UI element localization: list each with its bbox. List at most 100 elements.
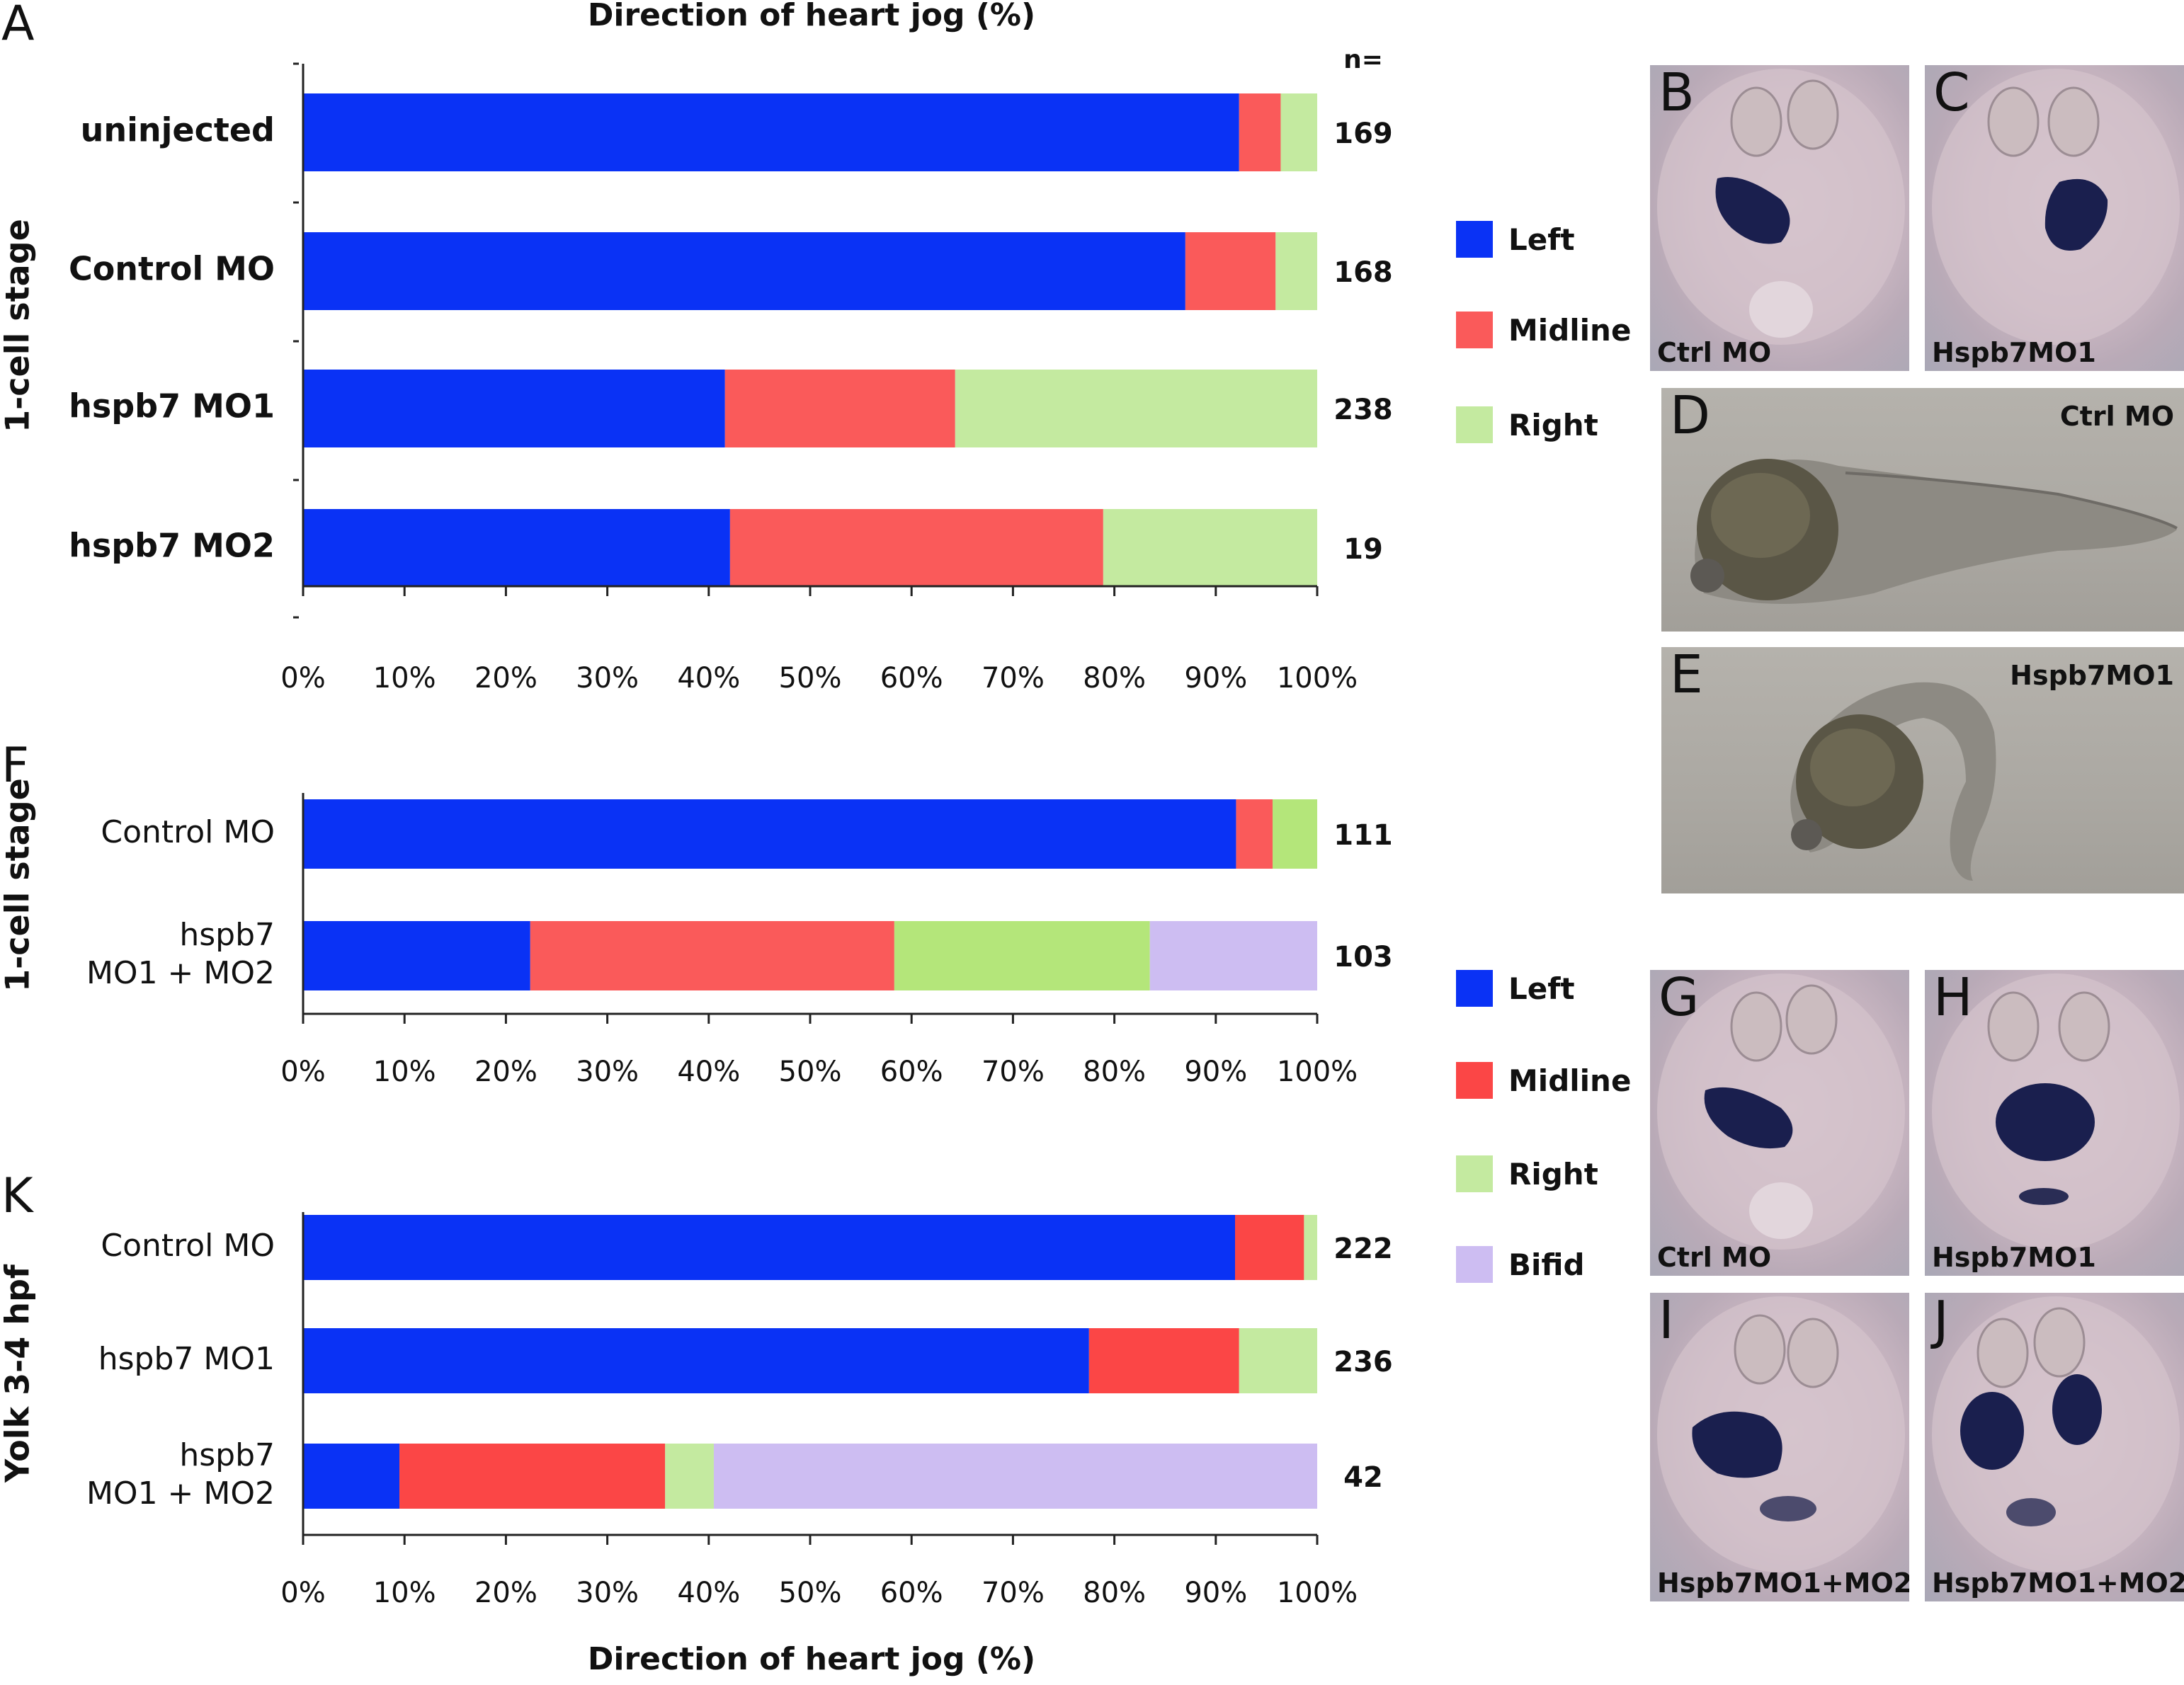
- x-tick-label: 80%: [1083, 1577, 1146, 1609]
- photo-j: J Hspb7MO1+MO2: [1925, 1293, 2184, 1601]
- photo-caption-d: Ctrl MO: [2059, 401, 2174, 432]
- n-value: 169: [1333, 118, 1393, 150]
- x-tick-label: 50%: [779, 662, 842, 695]
- legend-swatch-right: [1456, 1155, 1493, 1192]
- photo-caption-j: Hspb7MO1+MO2: [1932, 1567, 2184, 1599]
- legend-item-midline: Midline: [1456, 1062, 1631, 1099]
- bar-segment-right: [1280, 93, 1317, 171]
- n-value: 238: [1333, 394, 1393, 426]
- legend-swatch-right: [1456, 406, 1493, 443]
- bar-segment-left: [303, 1444, 400, 1509]
- x-tick-label: 90%: [1184, 1577, 1247, 1609]
- x-tick-label: 10%: [373, 662, 436, 695]
- legend-label-right: Right: [1508, 407, 1598, 442]
- chart-title: Direction of heart jog (%): [588, 0, 1035, 33]
- photo-letter-j: J: [1933, 1293, 1949, 1351]
- bar-segment-right: [1239, 1328, 1317, 1393]
- x-tick-label: 0%: [280, 1577, 325, 1609]
- x-tick-label: 90%: [1184, 662, 1247, 695]
- photo-caption-i: Hspb7MO1+MO2: [1657, 1567, 1909, 1599]
- panel-label-k: K: [1, 1168, 33, 1224]
- embryo-lateral-image: [1690, 459, 2178, 604]
- legend-swatch-left: [1456, 970, 1493, 1007]
- bar-segment-left: [303, 509, 730, 587]
- bar-segment-midline: [399, 1444, 666, 1509]
- x-tick-label: 10%: [373, 1577, 436, 1609]
- x-tick-label: 70%: [982, 1056, 1045, 1088]
- x-tick-label: 0%: [280, 662, 325, 695]
- photo-e: E Hspb7MO1: [1661, 647, 2184, 893]
- embryo-dorsal-image: [1657, 69, 1905, 345]
- bar-segment-midline: [1185, 232, 1276, 310]
- bar-segment-right: [955, 370, 1317, 447]
- x-tick-label: 30%: [576, 662, 639, 695]
- legend-label-right: Right: [1508, 1156, 1598, 1192]
- bar-segment-right: [1275, 232, 1317, 310]
- category-label: uninjected: [81, 111, 275, 149]
- photo-letter-e: E: [1670, 647, 1703, 705]
- bar-segment-midline: [729, 509, 1103, 587]
- legend-label-left: Left: [1508, 971, 1575, 1006]
- n-value: 222: [1333, 1233, 1393, 1265]
- photo-letter-c: C: [1933, 65, 1970, 123]
- embryo-dorsal-image: [1932, 973, 2180, 1250]
- legend-label-midline: Midline: [1508, 1063, 1632, 1098]
- category-label: MO1 + MO2: [86, 955, 275, 991]
- photo-i: I Hspb7MO1+MO2: [1650, 1293, 1909, 1601]
- photo-h: H Hspb7MO1: [1925, 970, 2184, 1276]
- y-axis-label: Yolk 3-4 hpf: [0, 1264, 37, 1483]
- x-tick-label: 60%: [880, 1577, 943, 1609]
- bar-segment-left: [303, 1328, 1089, 1393]
- bar-segment-midline: [1239, 93, 1281, 171]
- x-tick-label: 40%: [677, 662, 740, 695]
- bar-segment-left: [303, 1215, 1236, 1280]
- photo-caption-h: Hspb7MO1: [1932, 1242, 2096, 1273]
- embryo-dorsal-image: [1657, 1296, 1905, 1572]
- x-tick-label: 40%: [677, 1056, 740, 1088]
- photo-caption-c: Hspb7MO1: [1932, 337, 2096, 368]
- embryo-dorsal-image: [1657, 973, 1905, 1250]
- embryo-lateral-image: [1790, 682, 1996, 881]
- x-tick-label: 30%: [576, 1056, 639, 1088]
- x-tick-label: 30%: [576, 1577, 639, 1609]
- x-tick-label: 40%: [677, 1577, 740, 1609]
- x-tick-label: 80%: [1083, 1056, 1146, 1088]
- legend-item-bifid: Bifid: [1456, 1246, 1585, 1283]
- bar-segment-right: [1103, 509, 1317, 587]
- x-tick-label: 90%: [1184, 1056, 1247, 1088]
- n-value: 103: [1333, 941, 1393, 973]
- legend-item-left: Left: [1456, 221, 1575, 258]
- bar-segment-midline: [530, 921, 894, 990]
- bar-segment-bifid: [713, 1444, 1317, 1509]
- bar-segment-left: [303, 232, 1185, 310]
- category-label: MO1 + MO2: [86, 1475, 275, 1512]
- legend-item-right: Right: [1456, 406, 1598, 443]
- x-tick-label: 100%: [1277, 1577, 1358, 1609]
- legend-item-right: Right: [1456, 1155, 1598, 1192]
- legend-label-bifid: Bifid: [1508, 1247, 1585, 1282]
- legend-swatch-midline: [1456, 1062, 1493, 1099]
- x-tick-label: 70%: [982, 662, 1045, 695]
- x-tick-label: 20%: [474, 1577, 538, 1609]
- y-axis-label: 1-cell stage: [0, 778, 37, 992]
- x-axis-label: Direction of heart jog (%): [588, 1641, 1035, 1677]
- photo-b: B Ctrl MO: [1650, 65, 1909, 371]
- n-header: n=: [1343, 45, 1383, 74]
- n-value: 236: [1333, 1346, 1393, 1378]
- photo-caption-e: Hspb7MO1: [2010, 660, 2174, 691]
- photo-letter-g: G: [1659, 970, 1700, 1028]
- bar-segment-midline: [1236, 799, 1273, 869]
- x-tick-label: 20%: [474, 1056, 538, 1088]
- bar-segment-right: [894, 921, 1150, 990]
- legend-label-midline: Midline: [1508, 312, 1632, 348]
- x-tick-label: 100%: [1277, 1056, 1358, 1088]
- photo-d: D Ctrl MO: [1661, 388, 2184, 632]
- bar-segment-midline: [1235, 1215, 1304, 1280]
- bar-segment-left: [303, 921, 530, 990]
- bar-segment-midline: [724, 370, 955, 447]
- photo-c: C Hspb7MO1: [1925, 65, 2184, 371]
- n-value: 19: [1343, 533, 1383, 566]
- legend-item-left: Left: [1456, 970, 1575, 1007]
- photo-letter-d: D: [1670, 388, 1710, 446]
